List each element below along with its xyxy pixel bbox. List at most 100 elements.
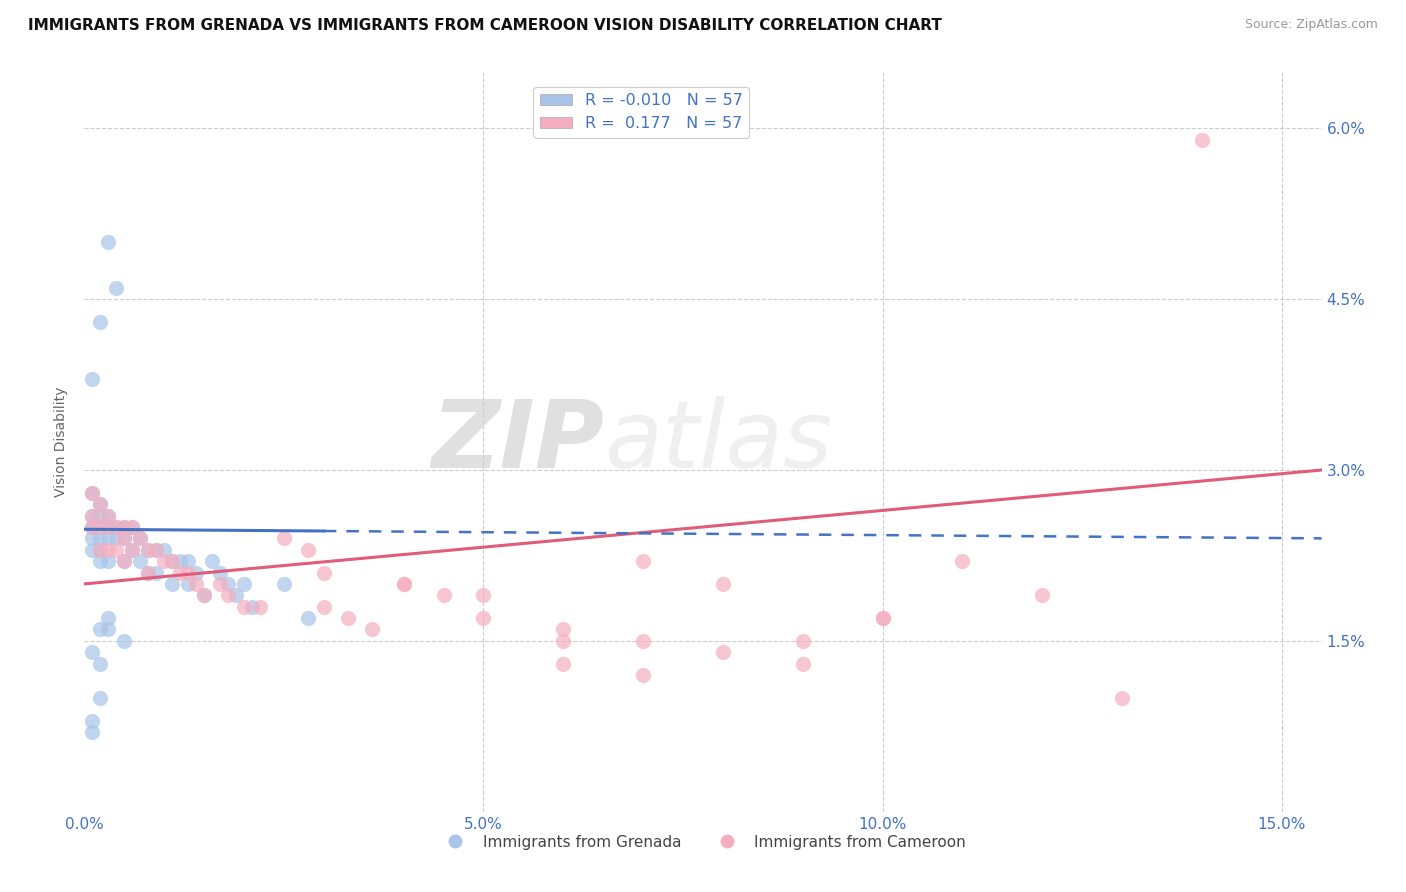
Point — [1031, 588, 1053, 602]
Point — [872, 611, 894, 625]
Point — [553, 633, 575, 648]
Point — [82, 372, 104, 386]
Point — [153, 554, 176, 568]
Point — [233, 577, 256, 591]
Point — [89, 542, 111, 557]
Point — [145, 566, 167, 580]
Point — [97, 508, 120, 523]
Point — [89, 508, 111, 523]
Point — [97, 554, 120, 568]
Point — [160, 577, 183, 591]
Point — [105, 520, 128, 534]
Point — [82, 485, 104, 500]
Point — [121, 520, 143, 534]
Point — [153, 542, 176, 557]
Point — [82, 714, 104, 728]
Y-axis label: Vision Disability: Vision Disability — [55, 386, 69, 497]
Point — [112, 532, 135, 546]
Point — [97, 520, 120, 534]
Point — [792, 633, 814, 648]
Point — [129, 532, 152, 546]
Point — [89, 532, 111, 546]
Point — [82, 532, 104, 546]
Point — [97, 623, 120, 637]
Point — [273, 577, 295, 591]
Point — [184, 577, 207, 591]
Point — [129, 554, 152, 568]
Point — [112, 520, 135, 534]
Point — [169, 554, 191, 568]
Point — [297, 611, 319, 625]
Text: atlas: atlas — [605, 396, 832, 487]
Point — [82, 508, 104, 523]
Point — [217, 577, 239, 591]
Point — [112, 633, 135, 648]
Point — [193, 588, 215, 602]
Point — [201, 554, 224, 568]
Point — [209, 566, 232, 580]
Point — [89, 497, 111, 511]
Point — [177, 566, 200, 580]
Point — [177, 554, 200, 568]
Point — [89, 520, 111, 534]
Point — [97, 532, 120, 546]
Point — [273, 532, 295, 546]
Point — [177, 577, 200, 591]
Point — [631, 633, 654, 648]
Point — [97, 520, 120, 534]
Text: ZIP: ZIP — [432, 395, 605, 488]
Point — [105, 520, 128, 534]
Point — [1111, 690, 1133, 705]
Point — [553, 623, 575, 637]
Point — [97, 508, 120, 523]
Text: IMMIGRANTS FROM GRENADA VS IMMIGRANTS FROM CAMEROON VISION DISABILITY CORRELATIO: IMMIGRANTS FROM GRENADA VS IMMIGRANTS FR… — [28, 18, 942, 33]
Point — [553, 657, 575, 671]
Point — [136, 542, 159, 557]
Point — [193, 588, 215, 602]
Point — [169, 566, 191, 580]
Point — [631, 668, 654, 682]
Point — [209, 577, 232, 591]
Point — [82, 508, 104, 523]
Point — [89, 554, 111, 568]
Point — [105, 281, 128, 295]
Point — [112, 554, 135, 568]
Point — [145, 542, 167, 557]
Point — [112, 520, 135, 534]
Point — [136, 566, 159, 580]
Text: Source: ZipAtlas.com: Source: ZipAtlas.com — [1244, 18, 1378, 31]
Point — [392, 577, 415, 591]
Point — [82, 485, 104, 500]
Point — [89, 623, 111, 637]
Point — [1191, 133, 1213, 147]
Point — [392, 577, 415, 591]
Point — [952, 554, 974, 568]
Point — [872, 611, 894, 625]
Point — [129, 532, 152, 546]
Point — [136, 542, 159, 557]
Point — [160, 554, 183, 568]
Point — [89, 520, 111, 534]
Point — [105, 532, 128, 546]
Point — [711, 577, 734, 591]
Point — [631, 554, 654, 568]
Point — [312, 599, 335, 614]
Point — [89, 315, 111, 329]
Point — [82, 645, 104, 659]
Legend: Immigrants from Grenada, Immigrants from Cameroon: Immigrants from Grenada, Immigrants from… — [433, 829, 973, 856]
Point — [97, 235, 120, 250]
Point — [432, 588, 454, 602]
Point — [336, 611, 359, 625]
Point — [89, 497, 111, 511]
Point — [82, 542, 104, 557]
Point — [89, 542, 111, 557]
Point — [82, 520, 104, 534]
Point — [82, 725, 104, 739]
Point — [121, 520, 143, 534]
Point — [225, 588, 247, 602]
Point — [184, 566, 207, 580]
Point — [105, 542, 128, 557]
Point — [472, 611, 495, 625]
Point — [249, 599, 271, 614]
Point — [145, 542, 167, 557]
